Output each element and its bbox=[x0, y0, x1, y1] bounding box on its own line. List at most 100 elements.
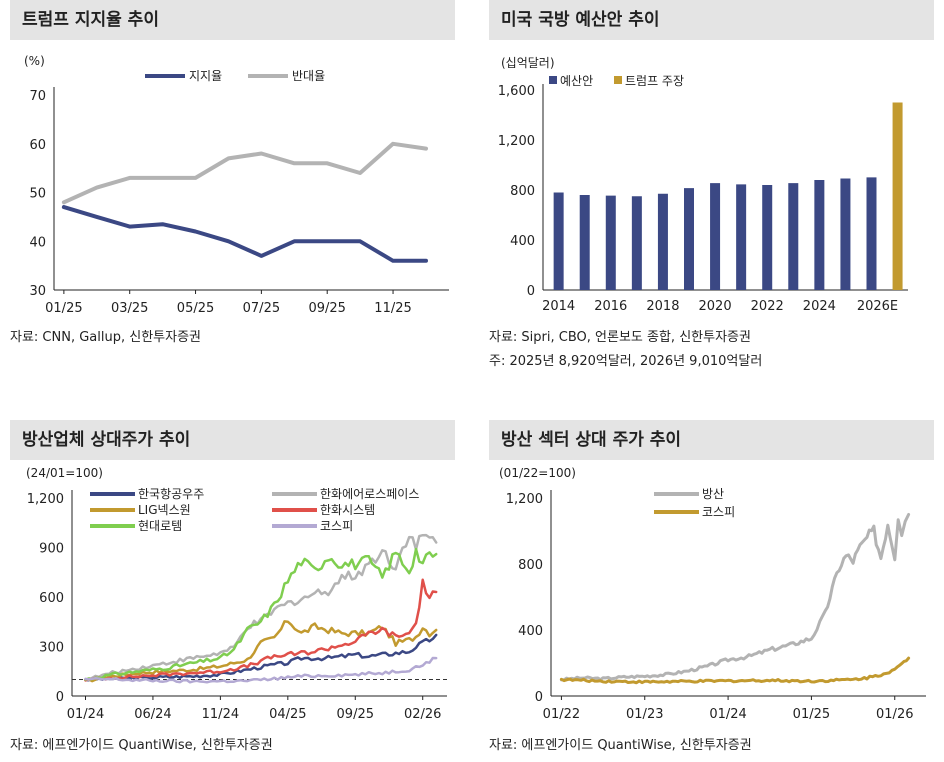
y-tick-label: 1,200 bbox=[498, 134, 535, 149]
y-tick-label: 600 bbox=[39, 591, 64, 606]
source-note: 자료: Sipri, CBO, 언론보도 종합, 신한투자증권 bbox=[489, 330, 751, 345]
bar-budget bbox=[710, 183, 721, 290]
panel-title: 미국 국방 예산안 추이 bbox=[489, 0, 934, 40]
y-tick-label: 300 bbox=[39, 641, 64, 656]
bar-budget bbox=[814, 180, 825, 290]
y-tick-label: 0 bbox=[535, 690, 543, 705]
legend-label: 예산안 bbox=[560, 74, 593, 88]
y-tick-label: 30 bbox=[29, 284, 46, 299]
x-tick-label: 02/26 bbox=[404, 707, 441, 722]
y-tick-label: 1,600 bbox=[498, 84, 535, 99]
bar-budget bbox=[553, 192, 564, 290]
panel-budget: 미국 국방 예산안 추이 (십억달러) 0 400 800 1,200 1,600 201… bbox=[489, 0, 934, 380]
x-tick-label: 2018 bbox=[646, 299, 679, 314]
legend-label: 한화에어로스페이스 bbox=[320, 487, 419, 501]
y-tick-label: 1,200 bbox=[27, 492, 64, 507]
panel-title: 방산업체 상대주가 추이 bbox=[10, 420, 455, 460]
source-note: 자료: CNN, Gallup, 신한투자증권 bbox=[10, 330, 202, 345]
bar-budget bbox=[840, 178, 851, 290]
series-line-1 bbox=[559, 513, 911, 682]
y-tick-label: 60 bbox=[29, 138, 46, 153]
series-line-1 bbox=[61, 205, 428, 263]
bar-budget bbox=[736, 184, 747, 290]
series-line-1 bbox=[84, 633, 438, 682]
y-tick-label: 400 bbox=[518, 624, 543, 639]
series-line-2 bbox=[559, 656, 911, 685]
x-tick-label: 01/24 bbox=[709, 707, 746, 722]
legend-label: 반대율 bbox=[292, 69, 325, 83]
bar-budget bbox=[657, 193, 668, 290]
x-tick-label: 01/24 bbox=[67, 707, 104, 722]
x-tick-label: 11/24 bbox=[202, 707, 239, 722]
bar-budget bbox=[788, 183, 799, 290]
legend-label: 방산 bbox=[702, 487, 724, 501]
y-tick-label: 800 bbox=[510, 184, 535, 199]
bar-trump-claim bbox=[892, 102, 903, 290]
bar-budget bbox=[684, 188, 694, 290]
y-tick-label: 0 bbox=[527, 284, 535, 299]
bar-budget bbox=[631, 196, 642, 290]
legend-label: 한국항공우주 bbox=[138, 487, 204, 501]
y-unit-label: (십억달러) bbox=[501, 56, 555, 70]
x-tick-label: 09/25 bbox=[308, 301, 345, 316]
y-tick-label: 0 bbox=[56, 690, 64, 705]
legend-label: 지지율 bbox=[189, 69, 222, 83]
panel-approval: 트럼프 지지율 추이 (%) 30 40 50 60 70 01/25 03/25 05/25… bbox=[10, 0, 455, 380]
series-line-6 bbox=[84, 656, 438, 684]
x-tick-label: 2020 bbox=[699, 299, 732, 314]
y-tick-label: 900 bbox=[39, 542, 64, 557]
x-tick-label: 05/25 bbox=[177, 301, 214, 316]
y-unit-label: (24/01=100) bbox=[26, 466, 103, 480]
legend-label: 코스피 bbox=[320, 519, 353, 533]
bar-budget bbox=[866, 177, 877, 290]
x-tick-label: 01/26 bbox=[876, 707, 913, 722]
sector-chart: 0 400 800 1,200 01/22 01/23 01/24 01/25 01/26 방산코… bbox=[506, 487, 926, 722]
x-tick-label: 04/25 bbox=[269, 707, 306, 722]
y-tick-label: 800 bbox=[518, 558, 543, 573]
x-tick-label: 11/25 bbox=[374, 301, 411, 316]
budget-chart: 0 400 800 1,200 1,600 2014 2016 2018 2020 2022 202… bbox=[498, 74, 908, 314]
x-tick-label: 06/24 bbox=[134, 707, 171, 722]
x-tick-label: 2026E bbox=[857, 299, 898, 314]
x-tick-label: 07/25 bbox=[243, 301, 280, 316]
panel-title: 방산 섹터 상대 주가 추이 bbox=[489, 420, 934, 460]
x-tick-label: 01/25 bbox=[45, 301, 82, 316]
series-line-2 bbox=[84, 533, 438, 682]
y-unit-label: (01/22=100) bbox=[499, 466, 576, 480]
series-line-2 bbox=[61, 141, 428, 205]
series-line-5 bbox=[84, 547, 438, 681]
x-tick-label: 01/25 bbox=[793, 707, 830, 722]
x-tick-label: 2016 bbox=[594, 299, 627, 314]
x-tick-label: 2024 bbox=[803, 299, 836, 314]
defense-stocks-chart: 0 300 600 900 1,200 01/24 06/24 11/24 04/25 09/25… bbox=[27, 487, 447, 722]
y-tick-label: 50 bbox=[29, 187, 46, 202]
legend-label: 트럼프 주장 bbox=[625, 74, 684, 88]
x-tick-label: 01/23 bbox=[626, 707, 663, 722]
panel-sector: 방산 섹터 상대 주가 추이 (01/22=100) 0 400 800 1,200 0… bbox=[489, 420, 934, 762]
footnote: 주: 2025년 8,920억달러, 2026년 9,010억달러 bbox=[489, 354, 763, 369]
legend-label: 한화시스템 bbox=[320, 503, 375, 517]
series-line-3 bbox=[84, 620, 438, 683]
legend-label: 현대로템 bbox=[138, 519, 182, 533]
x-tick-label: 01/22 bbox=[543, 707, 580, 722]
panel-title: 트럼프 지지율 추이 bbox=[10, 0, 455, 40]
legend-label: LIG넥스원 bbox=[138, 503, 191, 517]
legend-swatch bbox=[614, 76, 622, 84]
y-unit-label: (%) bbox=[24, 54, 45, 68]
x-tick-label: 2014 bbox=[542, 299, 575, 314]
series-line-4 bbox=[84, 578, 438, 682]
y-tick-label: 40 bbox=[29, 235, 46, 250]
x-tick-label: 03/25 bbox=[111, 301, 148, 316]
source-note: 자료: 에프엔가이드 QuantiWise, 신한투자증권 bbox=[489, 738, 752, 753]
x-tick-label: 2022 bbox=[751, 299, 784, 314]
bar-budget bbox=[579, 195, 590, 290]
bar-budget bbox=[762, 185, 773, 290]
y-tick-label: 400 bbox=[510, 234, 535, 249]
source-note: 자료: 에프엔가이드 QuantiWise, 신한투자증권 bbox=[10, 738, 273, 753]
legend-swatch bbox=[549, 76, 557, 84]
panel-defense-stocks: 방산업체 상대주가 추이 (24/01=100) 0 300 600 900 1,200… bbox=[10, 420, 455, 762]
legend-label: 코스피 bbox=[702, 505, 735, 519]
approval-chart: 30 40 50 60 70 01/25 03/25 05/25 07/25 09/25 11/25… bbox=[29, 69, 449, 316]
bar-budget bbox=[605, 195, 616, 290]
x-tick-label: 09/25 bbox=[337, 707, 374, 722]
